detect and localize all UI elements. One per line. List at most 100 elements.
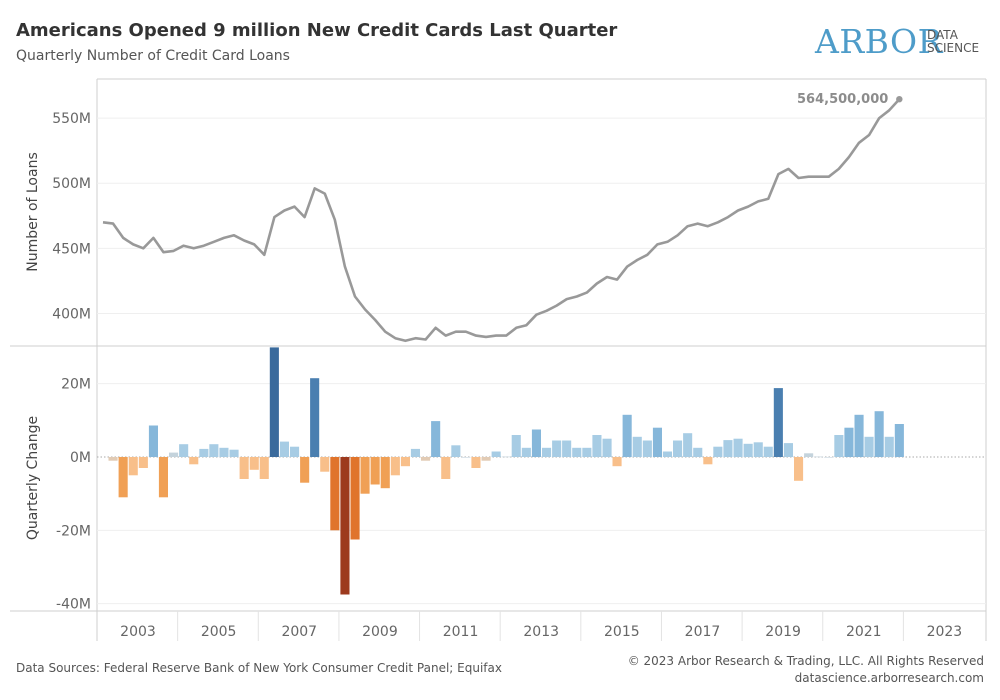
change-bar: [461, 457, 471, 458]
x-tick-label: 2017: [685, 624, 721, 640]
change-bar: [390, 457, 400, 476]
change-bar: [279, 441, 289, 457]
change-bar: [491, 451, 501, 457]
change-bar: [310, 378, 320, 457]
y-tick-label: -40M: [56, 597, 91, 613]
x-tick-label: 2021: [846, 624, 882, 640]
logo-line-1: DATA: [927, 28, 958, 42]
data-sources: Data Sources: Federal Reserve Bank of Ne…: [16, 661, 502, 675]
change-bar: [320, 457, 330, 472]
bar-chart-y-ticks: 20M 0M -20M -40M: [56, 377, 91, 613]
x-axis-ticks: 2003 2005 2007 2009 2011 2013 2015 2017 2019 2021…: [120, 611, 962, 641]
x-tick-label: 2019: [765, 624, 801, 640]
change-bar: [380, 457, 390, 489]
last-value-label: 564,500,000: [797, 92, 888, 107]
change-bar: [189, 457, 199, 465]
logo-word: ARBOR: [815, 22, 943, 61]
change-bar: [743, 443, 753, 457]
copyright-text: © 2023 Arbor Research & Trading, LLC. Al…: [627, 654, 984, 668]
x-tick-label: 2011: [443, 624, 479, 640]
change-bar: [249, 457, 259, 470]
change-bar: [239, 457, 249, 479]
change-bar: [118, 457, 128, 498]
change-bar: [773, 388, 783, 457]
change-bar: [128, 457, 138, 476]
change-bar: [794, 457, 804, 481]
line-chart-y-ticks: 400M 450M 500M 550M: [52, 111, 91, 322]
change-bar: [431, 421, 441, 457]
change-bar: [572, 447, 582, 457]
change-bar: [199, 448, 209, 457]
y-tick-label: 550M: [52, 111, 91, 127]
change-bar: [350, 457, 360, 540]
change-bar: [723, 440, 733, 457]
change-bar: [209, 444, 219, 457]
x-tick-label: 2009: [362, 624, 398, 640]
change-bar: [290, 446, 300, 457]
change-bar: [501, 456, 511, 458]
chart-frame: [10, 78, 987, 641]
x-tick-label: 2007: [281, 624, 317, 640]
footer-credits: © 2023 Arbor Research & Trading, LLC. Al…: [628, 653, 984, 687]
line-chart-series: 564,500,000: [102, 92, 903, 343]
change-bar: [884, 436, 894, 457]
change-bar: [542, 447, 552, 457]
change-bar: [148, 425, 158, 457]
change-bar: [410, 448, 420, 457]
change-bar: [259, 457, 269, 479]
change-bar: [370, 457, 380, 485]
x-tick-label: 2013: [523, 624, 559, 640]
change-bar: [229, 449, 239, 457]
change-bar: [602, 438, 612, 457]
change-bar: [441, 457, 451, 479]
chart-title: Americans Opened 9 million New Credit Ca…: [16, 20, 618, 41]
chart-subtitle: Quarterly Number of Credit Card Loans: [16, 48, 290, 64]
bar-chart-series: [108, 347, 904, 595]
change-bar: [874, 411, 884, 457]
change-bar: [481, 457, 491, 461]
change-bar: [219, 447, 229, 457]
website-text: datascience.arborresearch.com: [794, 671, 984, 685]
change-bar: [632, 436, 642, 457]
change-bar: [703, 457, 713, 465]
y-tick-label: -20M: [56, 523, 91, 539]
change-bar: [360, 457, 370, 494]
change-bar: [673, 440, 683, 457]
change-bar: [531, 429, 541, 457]
y-tick-label: 20M: [61, 377, 91, 393]
x-tick-label: 2015: [604, 624, 640, 640]
y-tick-label: 500M: [52, 176, 91, 192]
change-bar: [753, 442, 763, 457]
change-bar: [894, 424, 904, 457]
change-bar: [400, 457, 410, 467]
change-bar: [300, 457, 310, 483]
change-bar: [158, 457, 168, 498]
bar-chart-y-axis-title: Quarterly Change: [25, 416, 41, 540]
change-bar: [804, 453, 814, 457]
last-point-marker: [896, 95, 903, 103]
change-bar: [511, 435, 521, 457]
change-bar: [592, 435, 602, 457]
change-bar: [662, 451, 672, 457]
x-tick-label: 2005: [201, 624, 237, 640]
y-tick-label: 400M: [52, 306, 91, 322]
change-bar: [269, 347, 279, 457]
change-bar: [683, 433, 693, 457]
change-bar: [733, 438, 743, 457]
logo-subtext: DATA SCIENCE: [927, 29, 979, 55]
change-bar: [552, 440, 562, 457]
change-bar: [834, 435, 844, 457]
change-bar: [169, 452, 179, 457]
change-bar: [179, 444, 189, 457]
change-bar: [783, 443, 793, 457]
arbor-logo: ARBOR DATA SCIENCE: [815, 22, 990, 62]
change-bar: [330, 457, 340, 531]
change-bar: [521, 447, 531, 457]
change-bar: [814, 456, 824, 458]
change-bar: [471, 457, 481, 468]
x-tick-label: 2003: [120, 624, 156, 640]
change-bar: [844, 427, 854, 457]
change-bar: [108, 457, 118, 461]
bar-chart-gridlines: [97, 383, 986, 605]
change-bar: [713, 446, 723, 457]
